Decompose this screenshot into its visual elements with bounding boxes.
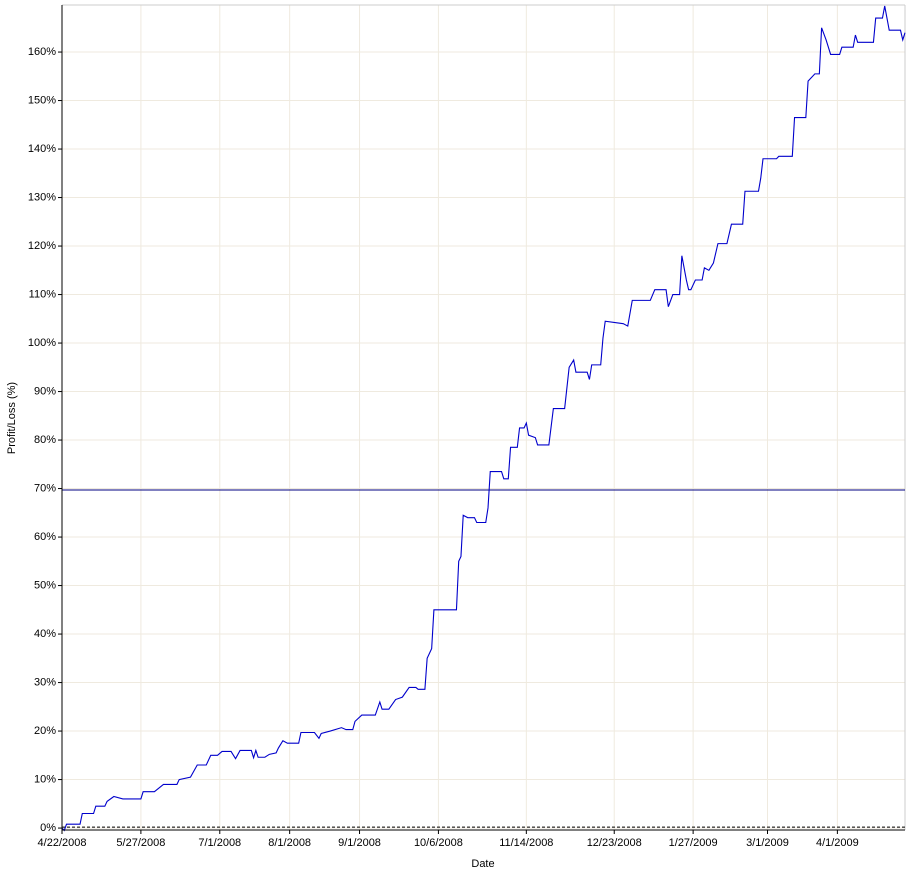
y-tick-label: 90% xyxy=(34,385,56,397)
x-tick-label: 1/27/2009 xyxy=(669,837,718,849)
x-tick-label: 3/1/2009 xyxy=(746,837,789,849)
y-tick-label: 110% xyxy=(29,288,57,300)
y-tick-label: 140% xyxy=(28,143,56,155)
x-tick-label: 5/27/2008 xyxy=(116,837,165,849)
x-tick-label: 4/1/2009 xyxy=(816,837,859,849)
y-tick-label: 150% xyxy=(28,94,56,106)
x-tick-label: 8/1/2008 xyxy=(268,837,311,849)
x-tick-label: 12/23/2008 xyxy=(587,837,642,849)
y-tick-label: 10% xyxy=(34,773,56,785)
y-tick-label: 160% xyxy=(28,46,56,58)
x-tick-label: 10/6/2008 xyxy=(414,837,463,849)
y-tick-label: 130% xyxy=(28,191,56,203)
y-tick-label: 0% xyxy=(40,822,56,834)
x-tick-label: 9/1/2008 xyxy=(338,837,381,849)
y-tick-label: 80% xyxy=(34,434,56,446)
y-tick-label: 20% xyxy=(34,725,56,737)
y-tick-label: 30% xyxy=(34,676,56,688)
x-tick-label: 4/22/2008 xyxy=(38,837,87,849)
y-tick-label: 100% xyxy=(28,337,56,349)
x-axis-label: Date xyxy=(471,858,494,870)
y-tick-label: 50% xyxy=(34,579,56,591)
data-line xyxy=(61,5,906,832)
x-tick-label: 7/1/2008 xyxy=(198,837,241,849)
y-tick-label: 40% xyxy=(34,628,56,640)
x-tick-label: 11/14/2008 xyxy=(499,837,553,849)
y-axis-label: Profit/Loss (%) xyxy=(6,382,18,454)
y-tick-label: 60% xyxy=(34,531,56,543)
y-tick-label: 70% xyxy=(34,482,56,494)
y-tick-label: 120% xyxy=(28,240,56,252)
